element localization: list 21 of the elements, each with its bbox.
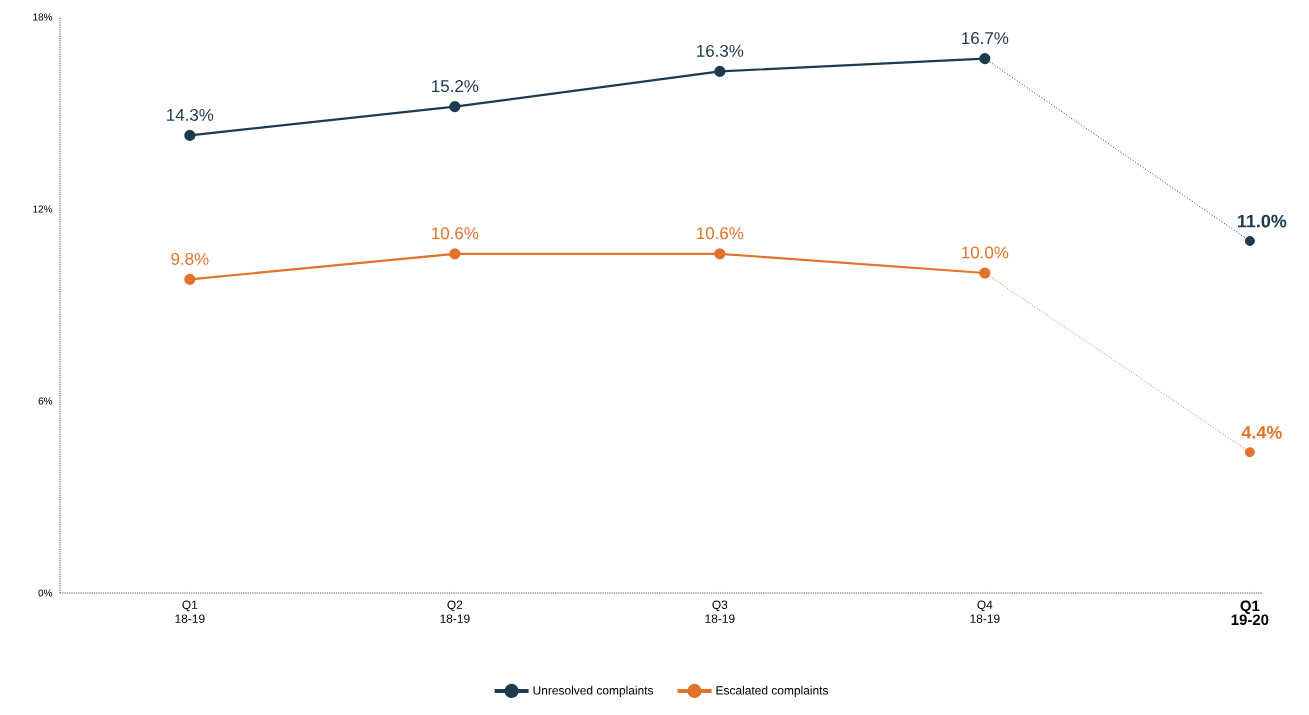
data-label: 4.4% <box>1241 426 1282 439</box>
y-tick-label: 6% <box>38 397 53 405</box>
data-label: 10.6% <box>697 227 744 240</box>
data-label: 14.3% <box>167 108 214 121</box>
legend-label: Unresolved complaints <box>533 685 654 697</box>
data-label: 9.8% <box>171 252 209 265</box>
x-tick-label: Q2 18-19 <box>440 600 470 623</box>
x-tick-label: Q1 18-19 <box>175 600 205 623</box>
x-tick-label: Q1 19-20 <box>1231 600 1269 626</box>
data-label: 11.0% <box>1238 214 1287 228</box>
data-label: 16.7% <box>962 32 1009 45</box>
data-label: 16.3% <box>697 44 744 57</box>
y-tick-label: 18% <box>33 13 53 21</box>
data-label: 10.0% <box>962 246 1009 259</box>
legend-label: Escalated complaints <box>716 685 829 697</box>
y-tick-label: 0% <box>38 589 53 597</box>
x-tick-label: Q4 18-19 <box>970 600 1000 623</box>
data-label: 10.6% <box>432 227 479 240</box>
x-tick-label: Q3 18-19 <box>705 600 735 623</box>
y-tick-label: 12% <box>33 205 53 213</box>
data-label: 15.2% <box>432 80 479 93</box>
